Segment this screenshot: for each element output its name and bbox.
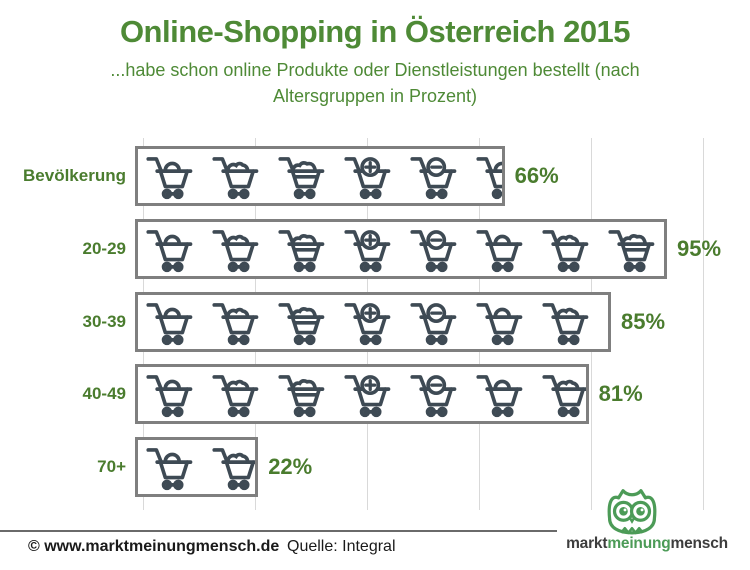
cart-lock-icon	[475, 150, 505, 202]
chart-row: 40-49 81%	[0, 364, 750, 425]
gridline	[703, 138, 704, 510]
cart-lock-icon	[145, 296, 197, 348]
row-label: 70+	[97, 457, 126, 476]
cart-lock-icon	[145, 368, 197, 420]
bar	[135, 291, 611, 352]
logo-wordmark: markt meinung mensch	[556, 535, 738, 553]
owl-icon	[599, 488, 665, 540]
chart-title: Online-Shopping in Österreich 2015	[119, 14, 631, 49]
chart-row: 70+ 22%	[0, 437, 750, 497]
row-label: Bevölkerung	[23, 166, 126, 185]
bar	[135, 364, 589, 425]
cart-lock-icon	[475, 296, 527, 348]
cart-lock-icon	[145, 441, 197, 493]
footer-divider	[0, 530, 557, 532]
bar	[135, 218, 667, 279]
row-label: 30-39	[82, 311, 126, 331]
cart-plus-icon	[343, 150, 395, 202]
chart-subtitle-line1: ...habe schon online Produkte oder Diens…	[110, 60, 640, 80]
logo-word: mensch	[670, 535, 729, 552]
chart-row: 20-29 95%	[0, 218, 750, 279]
cart-minus-icon	[409, 368, 461, 420]
copyright-text: © www.marktmeinungmensch.de	[28, 538, 280, 555]
cart-full-icon	[277, 150, 329, 202]
chart-header: Online-Shopping in Österreich 2015 ...ha…	[0, 14, 750, 109]
chart-subtitle-line2: Altersgruppen in Prozent)	[272, 86, 478, 106]
cart-full-icon	[607, 223, 659, 275]
cart-lock-icon	[475, 223, 527, 275]
value-label: 66%	[514, 163, 559, 188]
cart-plus-icon	[343, 368, 395, 420]
chart-row: Bevölkerung 66%	[0, 146, 750, 206]
cart-minus-icon	[409, 150, 461, 202]
logo-word: meinung	[607, 535, 671, 552]
source-text: Quelle: Integral	[287, 538, 396, 555]
cart-items-icon	[211, 150, 263, 202]
value-label: 22%	[268, 454, 313, 479]
cart-full-icon	[277, 368, 329, 420]
cart-lock-icon	[145, 223, 197, 275]
cart-full-icon	[277, 296, 329, 348]
chart-subtitle: ...habe schon online Produkte oder Diens…	[0, 57, 750, 109]
cart-lock-icon	[145, 150, 197, 202]
cart-full-icon	[277, 223, 329, 275]
cart-minus-icon	[409, 296, 461, 348]
value-label: 95%	[677, 235, 722, 261]
cart-items-icon	[211, 296, 263, 348]
value-label: 81%	[598, 381, 643, 407]
value-label: 85%	[621, 308, 666, 334]
cart-plus-icon	[343, 223, 395, 275]
row-label: 40-49	[82, 384, 126, 404]
cart-items-icon	[211, 441, 258, 493]
cart-plus-icon	[343, 296, 395, 348]
bar	[135, 146, 505, 206]
row-label: 20-29	[82, 238, 126, 258]
chart-row: 30-39 85%	[0, 291, 750, 352]
cart-items-icon	[211, 223, 263, 275]
cart-items-icon	[541, 368, 589, 420]
bar	[135, 437, 259, 497]
cart-items-icon	[211, 368, 263, 420]
logo-word: markt	[566, 535, 608, 552]
cart-lock-icon	[475, 368, 527, 420]
cart-items-icon	[541, 296, 593, 348]
cart-minus-icon	[409, 223, 461, 275]
cart-items-icon	[541, 223, 593, 275]
